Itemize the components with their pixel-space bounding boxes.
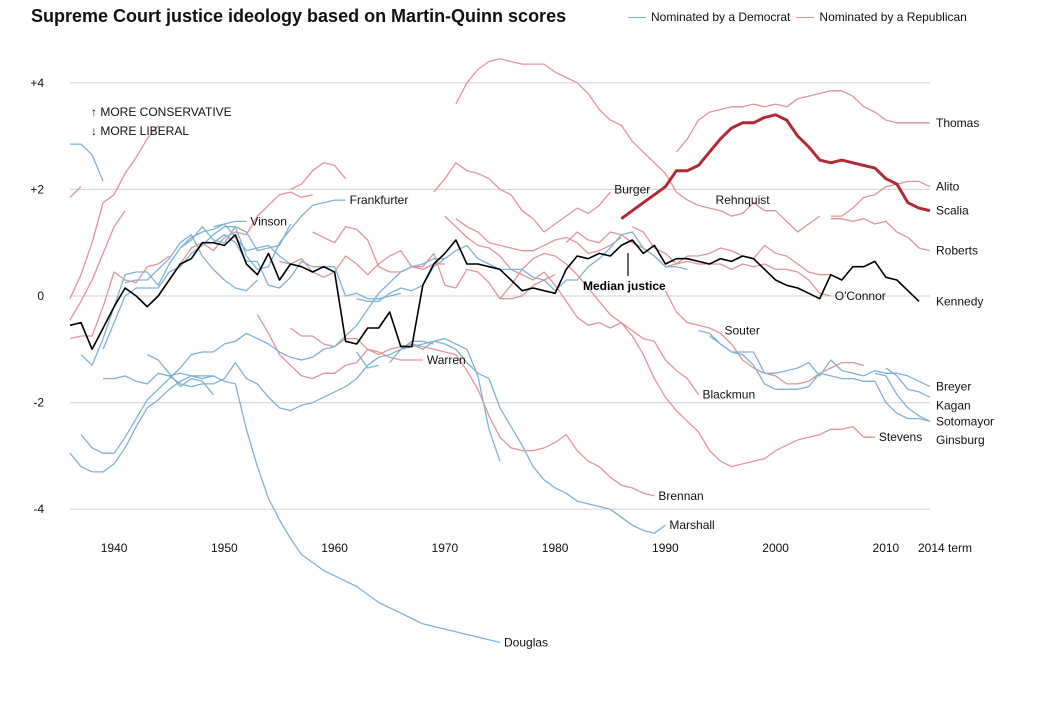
series-line-souter [664, 290, 864, 385]
series-line-o-connor [565, 231, 831, 297]
series-line-frankfurter [102, 199, 346, 350]
highlight-lines [69, 113, 931, 351]
x-tick-label: 2000 [762, 541, 789, 555]
democrat-lines [69, 143, 931, 644]
series-line-harlan [279, 250, 445, 278]
y-tick-label: -4 [33, 502, 44, 516]
series-line-thomas [675, 90, 930, 153]
series-line-roberts [830, 218, 931, 252]
x-tick-label: 2010 [873, 541, 900, 555]
series-line-roberts-1930s [69, 124, 159, 299]
series-line-stewart [312, 226, 556, 300]
republican-lines [69, 58, 931, 497]
series-line-fortas [389, 340, 434, 364]
series-line-jackson [124, 234, 258, 292]
label-breyer: Breyer [936, 380, 971, 394]
x-axis-ticks: 1940 1950 1960 1970 1980 1990 2000 2010 2014 ter… [101, 541, 972, 555]
series-line-rutledge [146, 354, 214, 396]
x-tick-label: 1950 [211, 541, 238, 555]
label-kennedy: Kennedy [936, 294, 983, 308]
label-alito: Alito [936, 180, 960, 194]
series-line-murphy [69, 375, 214, 473]
label-ginsburg: Ginsburg [936, 433, 985, 447]
label-douglas: Douglas [504, 635, 548, 649]
y-tick-label: +4 [30, 76, 44, 90]
series-line-scalia [620, 113, 931, 220]
series-line-white [356, 231, 688, 302]
legend-item-republican: Nominated by a Republican [796, 10, 967, 24]
legend-item-democrat: Nominated by a Democrat [628, 10, 790, 24]
label-burger: Burger [614, 182, 650, 196]
series-line-marshall [411, 340, 666, 534]
label-souter: Souter [725, 324, 760, 338]
series-line-alito [830, 180, 931, 217]
series-line-stevens [499, 252, 875, 468]
more-liberal-annotation: ↓ MORE LIBERAL [91, 124, 189, 138]
series-line-black [80, 258, 445, 454]
label-blackmun: Blackmun [702, 388, 755, 402]
legend-swatch-republican [796, 16, 815, 18]
label-o-connor: O'Connor [835, 289, 886, 303]
x-tick-label: 1940 [101, 541, 128, 555]
series-line-minton [213, 223, 291, 265]
label-kagan: Kagan [936, 398, 971, 412]
legend-label-republican: Nominated by a Republican [819, 10, 967, 24]
x-tick-label: 2014 term [918, 541, 972, 555]
series-line-whittaker [290, 162, 347, 190]
series-line-goldberg [356, 351, 379, 369]
x-tick-label: 1980 [542, 541, 569, 555]
series-line-brennan [290, 327, 655, 497]
y-tick-label: -2 [33, 396, 44, 410]
series-line-blackmun [444, 215, 700, 395]
series-line-kennedy [632, 226, 831, 276]
series-line-reed [80, 223, 292, 366]
series-line-vinson [179, 220, 247, 249]
label-frankfurter: Frankfurter [350, 193, 409, 207]
x-tick-label: 1990 [652, 541, 679, 555]
label-sotomayor: Sotomayor [936, 414, 994, 428]
series-line-cardozo [70, 143, 104, 182]
series-line-douglas-late [158, 372, 501, 644]
label-vinson: Vinson [250, 214, 286, 228]
series-line-sutherland [69, 210, 126, 321]
y-tick-label: +2 [30, 182, 44, 196]
series-line-ginsburg [698, 329, 931, 422]
label-warren: Warren [427, 353, 466, 367]
label-brennan: Brennan [658, 489, 703, 503]
label-scalia: Scalia [936, 204, 969, 218]
median-justice-label: Median justice [583, 279, 666, 293]
legend: Nominated by a Democrat Nominated by a R… [628, 10, 973, 24]
label-rehnquist: Rehnquist [716, 193, 771, 207]
series-line-breyer [709, 335, 931, 388]
series-line-rehnquist [455, 58, 821, 233]
label-roberts: Roberts [936, 244, 978, 258]
series-line-burton [168, 191, 313, 281]
y-axis-ticks: +4 +2 0 -2 -4 [30, 76, 44, 516]
legend-label-democrat: Nominated by a Democrat [651, 10, 791, 24]
justice-labels: Thomas Alito Scalia Roberts Kennedy Breyer Kag… [250, 116, 994, 650]
chart-title: Supreme Court justice ideology based on … [31, 6, 567, 26]
label-marshall: Marshall [669, 518, 714, 532]
label-stevens: Stevens [879, 430, 922, 444]
legend-swatch-democrat [628, 16, 646, 18]
more-conservative-annotation: ↑ MORE CONSERVATIVE [91, 105, 232, 119]
label-thomas: Thomas [936, 116, 979, 130]
series-line-powell [455, 218, 622, 255]
series-line-warren [256, 314, 423, 380]
series-line-kagan [885, 367, 931, 398]
series-line-hughes [69, 186, 82, 198]
series-line-median-justice [69, 233, 920, 351]
y-tick-label: 0 [37, 289, 44, 303]
x-tick-label: 1970 [432, 541, 459, 555]
x-tick-label: 1960 [321, 541, 348, 555]
series-line-sotomayor [874, 372, 931, 422]
gridlines [70, 82, 930, 510]
series-line-burger [433, 162, 611, 233]
